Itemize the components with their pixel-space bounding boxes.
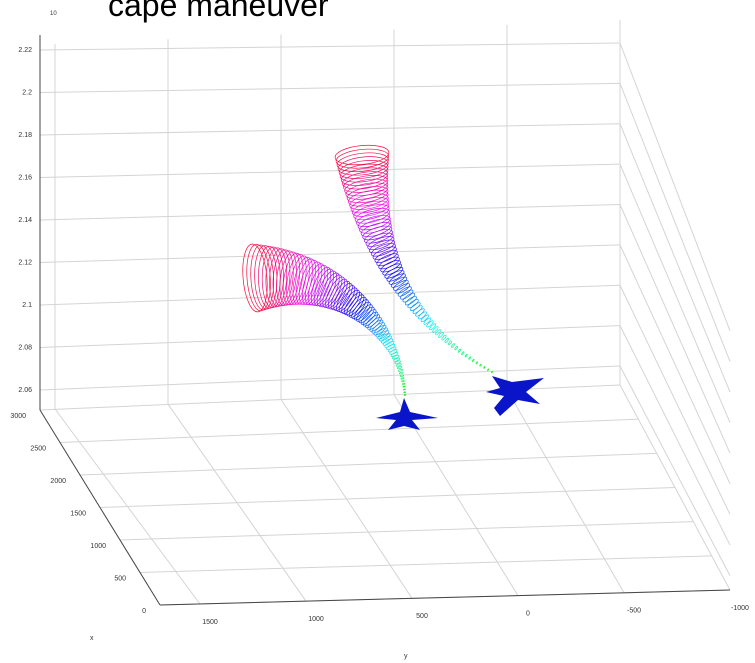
grid-line [40, 83, 620, 92]
x-axis-label: x [90, 635, 94, 642]
y-tick-label: 2000 [50, 478, 66, 485]
z-tick-label: 2.16 [18, 174, 32, 181]
tube-ring [379, 332, 392, 342]
x-tick-label: -1000 [731, 605, 749, 612]
z-tick-label: 2.18 [18, 132, 32, 139]
tube-ring [403, 389, 405, 390]
grid [40, 20, 730, 605]
tube-ring [454, 346, 458, 350]
tube-ring [480, 364, 482, 366]
tube-ring [397, 285, 413, 298]
grid-line [40, 205, 620, 221]
y-tick-label: 500 [114, 575, 126, 582]
tube-ring [398, 369, 403, 372]
x-tick-label: 500 [416, 613, 428, 620]
grid-line [40, 385, 620, 410]
grid-line [620, 164, 730, 422]
z-tick-label: 2.2 [22, 89, 32, 96]
trajectories [240, 143, 493, 395]
x-tick-label: -500 [627, 608, 641, 615]
grid-line [60, 419, 638, 442]
z-tick-label: 2.12 [18, 259, 32, 266]
tube-ring [444, 338, 449, 343]
grid-line [140, 556, 712, 573]
tube-ring [461, 351, 464, 355]
grid-line [620, 366, 730, 576]
y-tick-label: 1500 [70, 510, 86, 517]
z-tick-label: 2.08 [18, 344, 32, 351]
grid-line [80, 453, 657, 475]
grid-line [40, 245, 620, 263]
tube-ring [468, 356, 471, 359]
tube-ring [404, 392, 406, 393]
y-tick-label: 3000 [10, 413, 26, 420]
x-axis [160, 590, 730, 605]
grid-line [620, 124, 730, 392]
y-tick-label: 0 [142, 608, 146, 615]
y-tick-label: 1000 [90, 543, 106, 550]
grid-line [40, 124, 620, 135]
grid-line [120, 522, 693, 540]
grid-line [40, 326, 620, 348]
grid-line [620, 245, 730, 484]
chart: cape maneuver 10 x y 2.06 2.08 2.1 2.12 2.14… [0, 0, 755, 663]
grid-line [620, 43, 730, 331]
tube-ring [429, 323, 437, 330]
x-tick-label: 1500 [202, 619, 218, 626]
tube-ring [402, 380, 405, 382]
tube-ring [432, 326, 439, 333]
tube-ring [458, 349, 462, 353]
grid-line [100, 488, 675, 508]
tube-ring [399, 372, 403, 374]
tube-ring [373, 248, 398, 265]
tube-ring [483, 366, 485, 368]
tube-ring [472, 359, 474, 362]
tube-ring [476, 362, 478, 365]
tube-ring [402, 383, 405, 384]
grid-line [55, 409, 200, 604]
grid-line [40, 164, 620, 177]
aircraft-right [486, 376, 544, 416]
z-tick-label: 2.14 [18, 217, 32, 224]
grid-line [620, 326, 730, 545]
z-exponent: 10 [50, 11, 57, 17]
z-tick-label: 2.22 [18, 47, 32, 54]
grid-line [40, 43, 620, 50]
tube-ring [403, 386, 406, 387]
z-tick-label: 2.06 [18, 387, 32, 394]
x-tick-label: 1000 [308, 616, 324, 623]
tube-ring [487, 369, 489, 371]
y-tick-label: 2500 [30, 445, 46, 452]
tube-ring [448, 340, 453, 345]
tube-ring [465, 354, 468, 357]
x-tick-label: 0 [526, 610, 530, 617]
tube-ring [401, 378, 404, 380]
chart-title: cape maneuver [108, 0, 329, 23]
tube-ring [451, 343, 455, 348]
y-axis-label: y [404, 653, 408, 660]
tube-ring [404, 395, 406, 396]
aircraft [376, 376, 544, 430]
z-tick-label: 2.1 [22, 302, 32, 309]
aircraft-left [376, 398, 438, 430]
